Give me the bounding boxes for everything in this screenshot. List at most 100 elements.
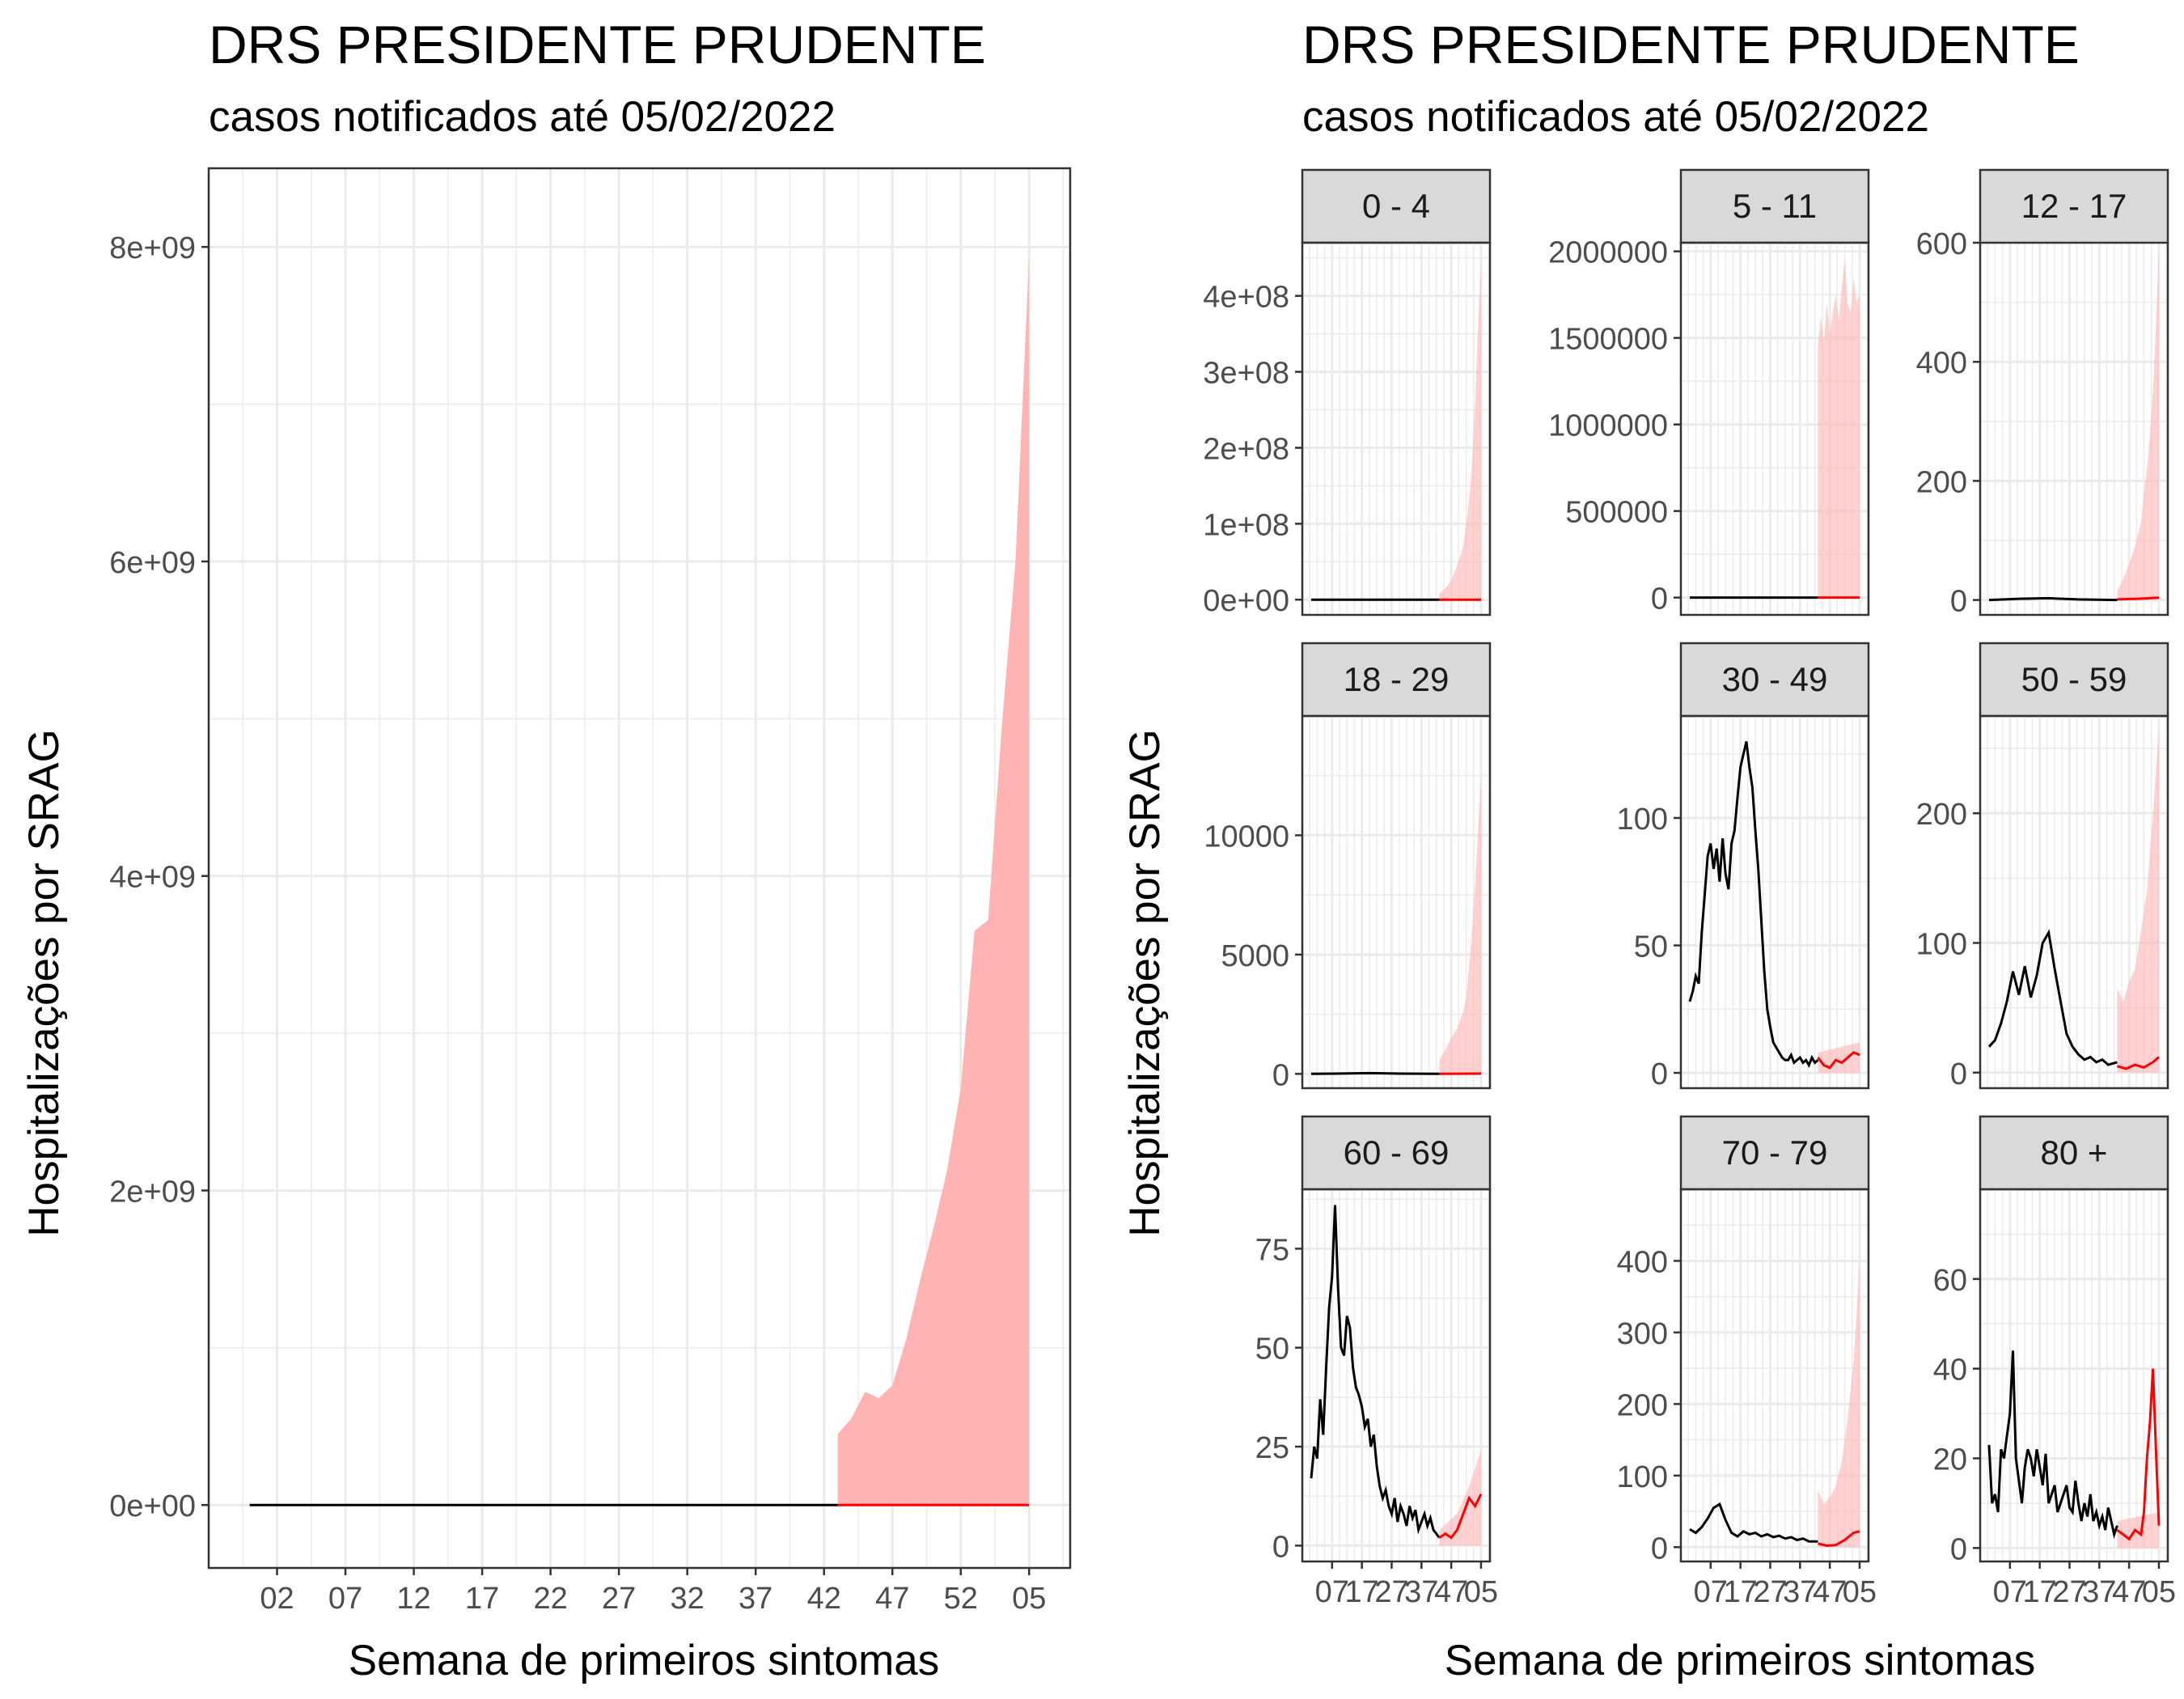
panel-border <box>1679 714 1870 1090</box>
x-tick-label: 37 <box>739 1582 772 1616</box>
x-tick-label: 27 <box>1374 1575 1408 1609</box>
facet-strip <box>1979 1115 2169 1191</box>
x-tick-label: 37 <box>1404 1575 1438 1609</box>
y-tick-label: 0 <box>1272 1530 1289 1564</box>
y-tick-label: 1e+08 <box>1203 508 1289 542</box>
left-x-axis-label: Semana de primeiros sintomas <box>349 1637 940 1684</box>
nowcast-ribbon <box>1439 775 1481 1074</box>
x-tick-label: 05 <box>1464 1575 1498 1609</box>
y-tick-label: 200 <box>1916 798 1967 832</box>
y-tick-label: 1500000 <box>1548 323 1668 357</box>
y-tick-label: 50 <box>1255 1333 1289 1366</box>
left-chart-subtitle: casos notificados até 05/02/2022 <box>209 93 836 141</box>
y-tick-label: 0 <box>1950 585 1967 619</box>
y-tick-label: 2000000 <box>1548 236 1668 270</box>
left-chart-title: DRS PRESIDENTE PRUDENTE <box>209 15 986 74</box>
x-tick-label: 05 <box>1843 1575 1877 1609</box>
nowcast-series-line <box>2117 596 2160 601</box>
panel-border <box>1301 1188 1492 1563</box>
panel-border <box>1301 241 1492 616</box>
facet-strip <box>1979 642 2169 718</box>
y-tick-label: 20 <box>1933 1443 1967 1477</box>
x-tick-label: 27 <box>1753 1575 1787 1609</box>
nowcast-ribbon <box>1439 1451 1481 1546</box>
y-tick-label: 0 <box>1272 1058 1289 1092</box>
y-tick-label: 50 <box>1634 930 1668 964</box>
facet-strip <box>1679 1115 1870 1191</box>
panel-border <box>1979 714 2169 1090</box>
y-tick-label: 200 <box>1916 465 1967 499</box>
y-tick-label: 0 <box>1651 1057 1668 1091</box>
y-tick-label: 25 <box>1255 1431 1289 1465</box>
x-tick-label: 07 <box>1694 1575 1728 1609</box>
x-tick-label: 32 <box>671 1582 705 1616</box>
facet-panel-5-11: 5 - 11 0 500000 1000000 1500000 2000000 <box>1548 168 1870 616</box>
x-tick-label: 17 <box>1724 1575 1758 1609</box>
x-tick-label: 42 <box>807 1582 841 1616</box>
facet-strip <box>1301 168 1492 244</box>
facet-strip <box>1301 642 1492 718</box>
y-tick-label: 60 <box>1933 1264 1967 1298</box>
x-tick-label: 17 <box>465 1582 499 1616</box>
nowcast-ribbon <box>2117 248 2159 600</box>
x-tick-label: 05 <box>2142 1575 2176 1609</box>
y-tick-label: 500000 <box>1565 496 1668 530</box>
y-tick-label: 10000 <box>1204 820 1289 854</box>
y-tick-label: 0e+00 <box>1203 584 1289 618</box>
facet-strip-label: 70 - 79 <box>1722 1133 1828 1172</box>
nowcast-ribbon <box>1818 1260 1860 1548</box>
x-tick-label: 02 <box>260 1582 294 1616</box>
y-tick-label: 600 <box>1916 227 1967 261</box>
observed-series-line <box>1689 1502 1818 1543</box>
x-tick-label: 47 <box>875 1582 909 1616</box>
y-tick-label: 300 <box>1617 1317 1668 1351</box>
facet-strip-label: 80 + <box>2041 1133 2108 1172</box>
right-chart-subtitle: casos notificados até 05/02/2022 <box>1302 93 1929 141</box>
y-tick-label: 5000 <box>1221 939 1289 973</box>
facet-strip-label: 5 - 11 <box>1733 187 1817 225</box>
nowcast-ribbon <box>2117 729 2159 1073</box>
facet-strip-label: 30 - 49 <box>1722 660 1828 698</box>
observed-series-line <box>1987 929 2118 1066</box>
facet-panel-0-4: 0 - 4 0e+00 1e+08 2e+08 3e+08 4e+08 <box>1203 168 1492 618</box>
y-tick-label: 100 <box>1617 803 1668 837</box>
facet-strip-label: 60 - 69 <box>1344 1133 1450 1172</box>
panel-border <box>1301 714 1492 1090</box>
x-tick-label: 27 <box>2052 1575 2086 1609</box>
nowcast-ribbon <box>837 254 1030 1506</box>
y-tick-label: 4e+09 <box>109 861 196 895</box>
facet-strip <box>1979 168 2169 244</box>
y-tick-label: 4e+08 <box>1203 281 1289 315</box>
x-tick-label: 47 <box>2112 1575 2146 1609</box>
y-tick-label: 400 <box>1916 346 1967 380</box>
y-tick-label: 8e+09 <box>109 231 196 265</box>
x-tick-label: 07 <box>1993 1575 2027 1609</box>
y-tick-label: 0e+00 <box>109 1489 196 1523</box>
nowcast-series-line <box>2116 1368 2161 1541</box>
nowcast-series-line <box>2116 1056 2160 1070</box>
facet-panel-50-59: 50 - 59 0 100 200 <box>1916 642 2169 1091</box>
panel-border <box>1979 241 2169 616</box>
y-tick-label: 0 <box>1950 1532 1967 1566</box>
y-tick-label: 6e+09 <box>109 546 196 580</box>
right-chart-title: DRS PRESIDENTE PRUDENTE <box>1302 15 2080 74</box>
y-tick-label: 100 <box>1617 1460 1668 1494</box>
facet-panel-30-49: 30 - 49 0 50 100 <box>1617 642 1870 1091</box>
facet-strip-label: 18 - 29 <box>1344 660 1450 698</box>
y-tick-label: 75 <box>1255 1233 1289 1267</box>
x-tick-label: 37 <box>1783 1575 1817 1609</box>
x-tick-label: 12 <box>396 1582 430 1616</box>
x-tick-label: 17 <box>1345 1575 1379 1609</box>
facet-panel-12-17: 12 - 17 0 200 400 600 <box>1916 168 2169 619</box>
x-tick-label: 07 <box>1315 1575 1349 1609</box>
right-x-axis-label: Semana de primeiros sintomas <box>1445 1637 2036 1684</box>
y-tick-label: 1000000 <box>1548 409 1668 443</box>
y-tick-label: 40 <box>1933 1354 1967 1388</box>
x-tick-label: 17 <box>2023 1575 2057 1609</box>
x-tick-label: 22 <box>533 1582 567 1616</box>
facet-strip-label: 0 - 4 <box>1362 187 1430 225</box>
x-tick-label: 47 <box>1434 1575 1468 1609</box>
